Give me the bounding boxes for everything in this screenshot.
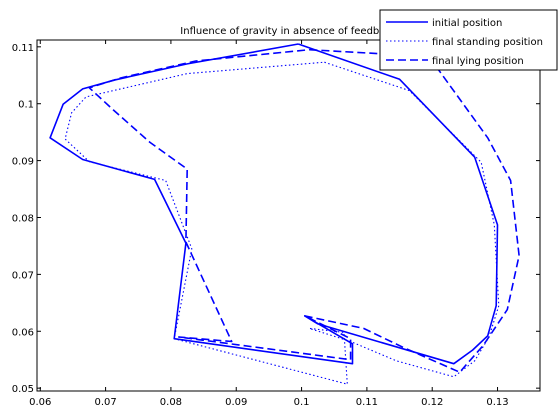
y-tick-label: 0.08 [12,213,34,224]
x-tick-label: 0.1 [294,397,310,408]
legend-box [379,9,558,71]
series-line-dashed [88,48,520,373]
legend: initial position final standing position f… [379,9,558,71]
y-tick-label: 0.09 [12,157,34,168]
x-tick-label: 0.07 [94,397,116,408]
legend-label: final lying position [432,56,524,67]
axes-box [36,39,541,392]
legend-entry: final standing position [386,37,543,48]
x-tick-label: 0.11 [356,397,378,408]
y-tick-label: 0.07 [12,270,34,281]
x-tick-label: 0.12 [421,397,443,408]
series-layer [49,43,520,385]
series-line-dotted [64,61,500,385]
y-tick-label: 0.06 [12,327,34,338]
chart-title: Influence of gravity in absence of feedb… [180,26,397,37]
x-tick-label: 0.13 [486,397,508,408]
legend-entry: initial position [386,18,502,29]
y-tick-label: 0.11 [12,43,34,54]
plot-area: 0.06 0.07 0.08 0.09 0.1 0.11 0.12 0.13 0.05 0.06 0… [12,39,541,408]
series-line-solid [49,43,499,365]
x-tick-label: 0.08 [160,397,182,408]
legend-label: final standing position [432,37,543,48]
x-tick-label: 0.09 [225,397,247,408]
legend-items: initial position final standing position f… [386,18,543,67]
x-tick-label: 0.06 [29,397,51,408]
legend-label: initial position [432,18,502,29]
y-tick-label: 0.05 [12,384,34,395]
legend-entry: final lying position [386,56,524,67]
y-tick-label: 0.1 [18,100,34,111]
